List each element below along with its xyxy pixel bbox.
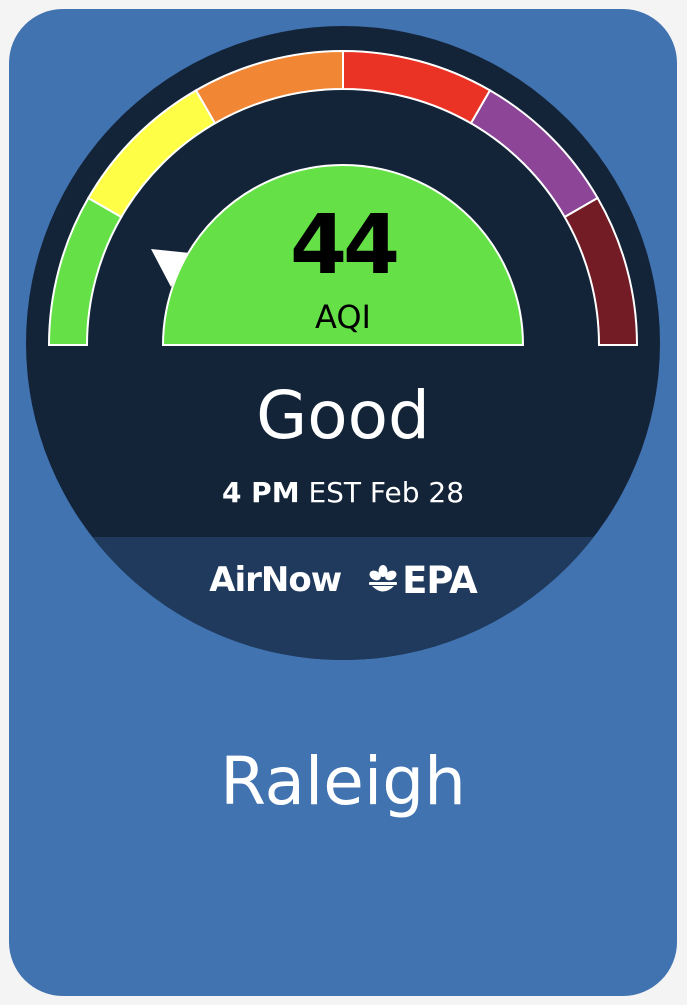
gauge-ring bbox=[47, 49, 639, 346]
airnow-logo[interactable]: AirNow bbox=[209, 560, 342, 600]
timestamp: 4 PM EST Feb 28 bbox=[9, 479, 677, 507]
gauge-needle bbox=[151, 249, 190, 287]
epa-logo[interactable]: EPA bbox=[367, 558, 478, 602]
timestamp-hour: 4 PM bbox=[221, 476, 300, 509]
aqi-dial bbox=[26, 26, 660, 660]
gauge-segment-hazardous bbox=[563, 196, 639, 346]
aqi-card: 44 AQI Good 4 PM EST Feb 28 AirNow EPA R… bbox=[9, 9, 677, 996]
epa-wordmark: EPA bbox=[402, 558, 478, 602]
location-name: Raleigh bbox=[220, 743, 466, 820]
aqi-label: AQI bbox=[315, 298, 371, 336]
timestamp-date: EST Feb 28 bbox=[299, 476, 465, 509]
aqi-category: Good bbox=[256, 377, 430, 454]
brand-bar: AirNow EPA bbox=[9, 557, 677, 603]
aqi-value: 44 bbox=[289, 198, 400, 293]
epa-flower-icon bbox=[369, 565, 398, 592]
aqi-dome bbox=[161, 164, 525, 346]
